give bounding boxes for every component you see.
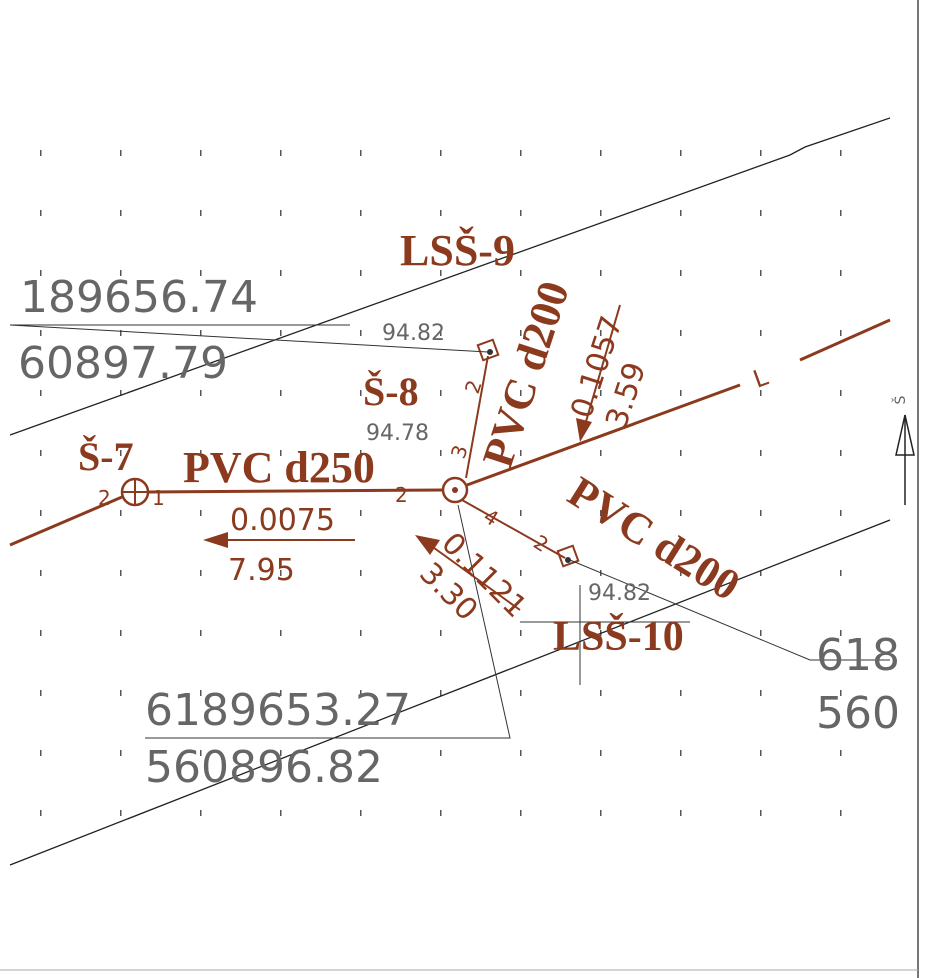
level: 94.82 [588, 581, 651, 606]
manhole-name: LSŠ-10 [553, 612, 684, 660]
manhole-symbol [452, 487, 458, 493]
coordinate-x: 6189653.27 [145, 685, 411, 736]
node-number: 2 [395, 483, 408, 507]
coordinate-y: 560896.82 [145, 742, 383, 793]
manhole-name: Š-8 [363, 369, 419, 414]
node-number: 1 [152, 486, 165, 510]
coordinate-y: 560 [816, 688, 900, 739]
pipe-length: 7.95 [228, 553, 295, 588]
coordinate-x: 618 [816, 630, 900, 681]
level: 94.78 [366, 421, 429, 446]
pipe-material: PVC d250 [183, 443, 375, 492]
drawing: Š LSŠ-9 189656.74 60897.79 94.82 Š-8 94.… [0, 0, 925, 978]
node-number: 2 [98, 486, 111, 510]
level: 94.82 [382, 321, 445, 346]
coordinate-x: 189656.74 [20, 272, 258, 323]
north-label: Š [891, 395, 909, 404]
manhole-name: Š-7 [78, 434, 134, 479]
manhole-name: LSŠ-9 [400, 225, 515, 275]
pipe-slope: 0.0075 [230, 503, 335, 538]
coordinate-y: 60897.79 [18, 338, 228, 389]
